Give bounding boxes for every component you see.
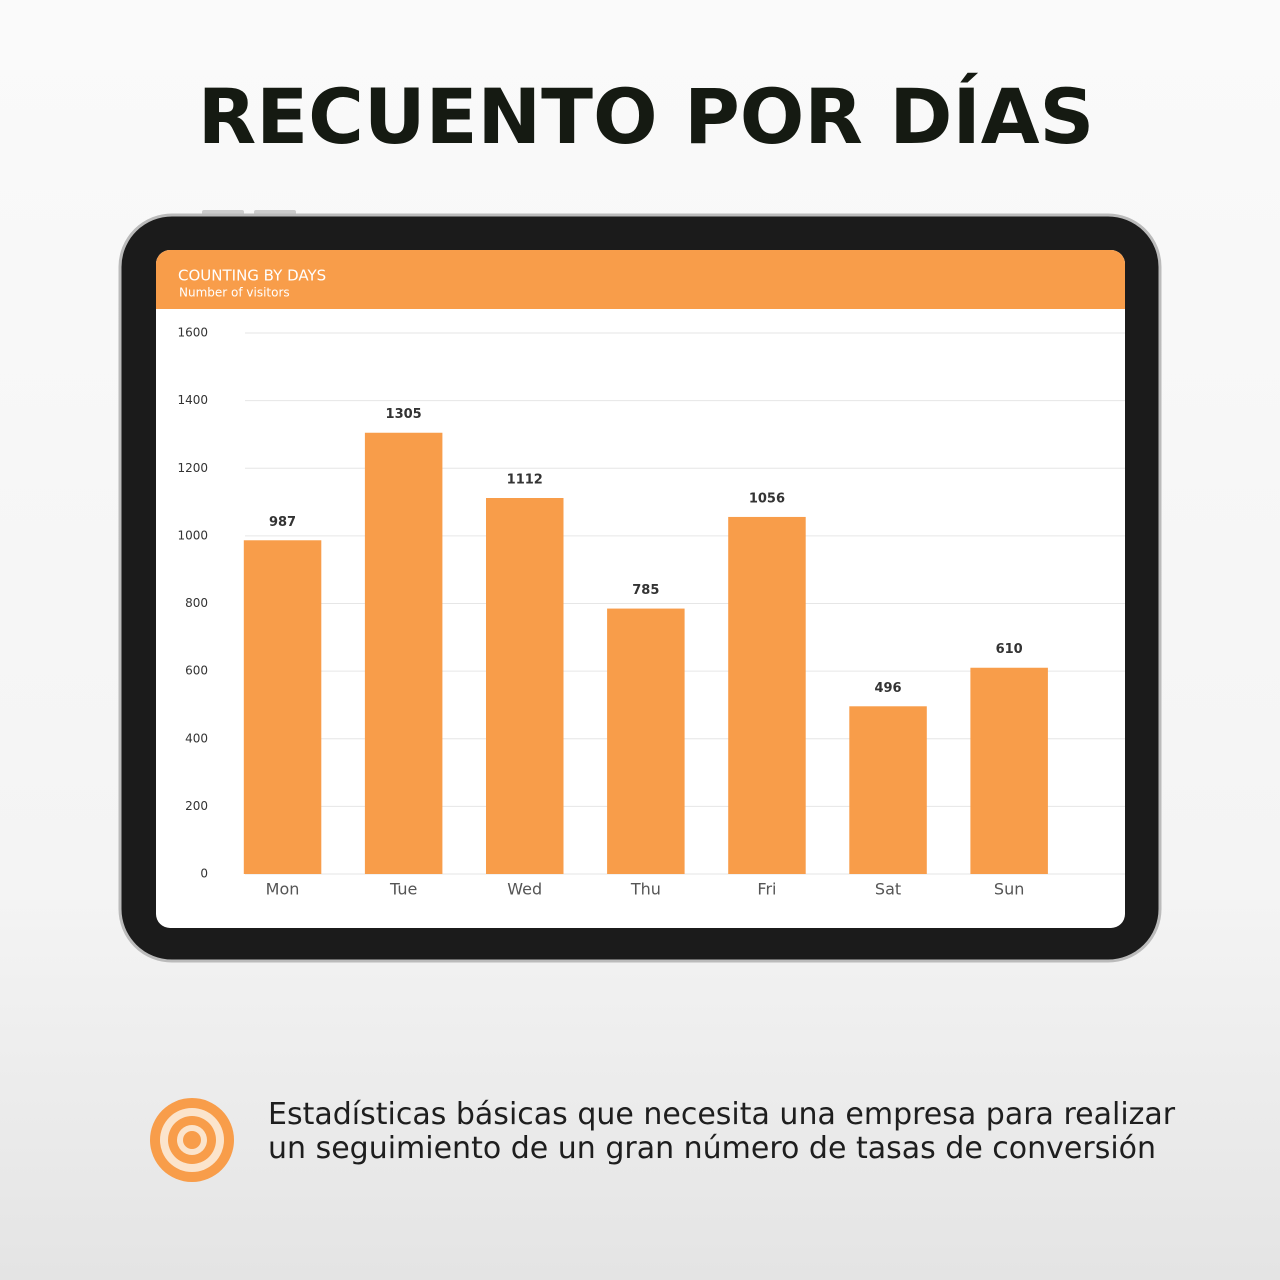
- page-title: RECUENTO POR DÍAS: [198, 72, 1095, 161]
- y-tick-label: 1600: [177, 326, 208, 340]
- x-tick-label: Sat: [875, 880, 901, 899]
- x-tick-label: Mon: [266, 880, 300, 899]
- x-tick-label: Thu: [630, 880, 661, 899]
- x-tick-label: Sun: [994, 880, 1024, 899]
- chart-title: COUNTING BY DAYS: [178, 267, 326, 285]
- bar: [728, 516, 806, 874]
- bar: [243, 540, 322, 874]
- x-tick-label: Fri: [757, 880, 776, 899]
- y-tick-label: 800: [185, 596, 208, 610]
- y-tick-label: 1400: [177, 393, 208, 407]
- bar: [970, 667, 1048, 874]
- y-tick-label: 200: [185, 799, 208, 813]
- y-tick-label: 1000: [177, 528, 208, 542]
- chart-header: [156, 250, 1125, 309]
- value-label: 1056: [749, 491, 785, 506]
- value-label: 987: [269, 515, 296, 530]
- value-label: 1305: [386, 407, 422, 422]
- value-label: 1112: [507, 473, 543, 488]
- y-tick-label: 600: [185, 664, 208, 678]
- bar: [607, 608, 685, 874]
- value-label: 496: [874, 681, 901, 696]
- x-tick-label: Tue: [389, 880, 417, 899]
- y-tick-label: 400: [185, 731, 208, 745]
- value-label: 610: [996, 642, 1023, 657]
- bar: [849, 706, 927, 874]
- footer-text: Estadísticas básicas que necesita una em…: [268, 1097, 1176, 1166]
- value-label: 785: [632, 583, 659, 598]
- bar: [485, 498, 564, 874]
- y-tick-label: 0: [200, 867, 208, 881]
- bar: [364, 432, 443, 874]
- chart-subtitle: Number of visitors: [179, 286, 290, 300]
- x-tick-label: Wed: [507, 880, 542, 899]
- target-icon: [183, 1131, 201, 1149]
- y-tick-label: 1200: [177, 461, 208, 475]
